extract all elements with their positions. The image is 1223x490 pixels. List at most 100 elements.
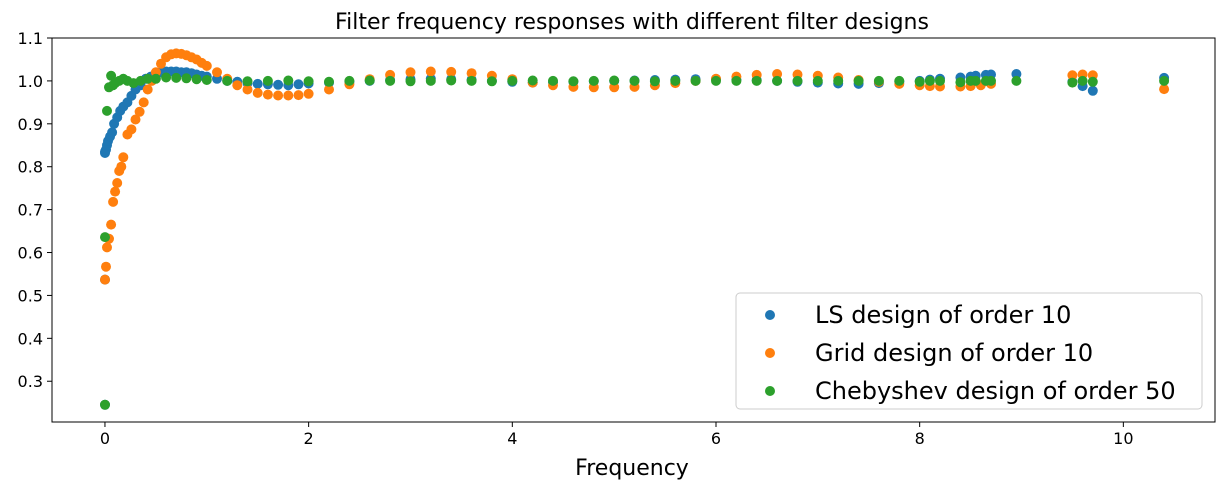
data-point <box>293 79 304 90</box>
data-point <box>161 72 172 83</box>
data-point <box>1011 75 1022 86</box>
data-point <box>181 73 192 84</box>
data-point <box>252 78 263 89</box>
data-point <box>588 75 599 86</box>
data-point <box>262 75 273 86</box>
y-axis: 0.3 0.4 0.5 0.6 0.7 0.8 0.9 1.0 1.1 <box>18 29 52 391</box>
data-point <box>1159 75 1170 86</box>
data-point <box>102 242 112 253</box>
chart-title: Filter frequency responses with differen… <box>335 10 929 35</box>
data-point <box>324 84 334 95</box>
data-point <box>201 60 212 71</box>
data-point <box>1067 70 1078 81</box>
data-point <box>568 76 579 87</box>
data-point <box>548 75 558 86</box>
legend-label: LS design of order 10 <box>815 301 1071 329</box>
data-point <box>466 75 477 86</box>
data-point <box>466 68 477 79</box>
legend: LS design of order 10 Grid design of orde… <box>735 292 1203 410</box>
data-point <box>385 75 396 86</box>
data-point <box>273 90 284 101</box>
data-point <box>101 261 111 272</box>
data-point <box>303 76 314 87</box>
x-axis-label: Frequency <box>575 456 689 481</box>
data-point <box>1011 69 1022 79</box>
data-point <box>486 76 497 87</box>
data-point <box>293 90 304 101</box>
axes-frame <box>51 37 1216 423</box>
data-point <box>1067 77 1078 88</box>
x-axis: 0 2 4 6 8 10 <box>100 422 1134 448</box>
data-point <box>1159 84 1170 95</box>
legend-marker <box>765 310 775 320</box>
data-point <box>106 70 117 81</box>
data-point <box>649 76 660 87</box>
data-point <box>222 75 233 86</box>
legend-marker <box>765 386 775 396</box>
plot-area <box>100 48 1170 410</box>
data-point <box>303 88 314 99</box>
y-tick-label: 0.6 <box>18 244 43 263</box>
data-point <box>914 76 925 87</box>
data-point <box>970 75 981 86</box>
data-point <box>102 105 112 116</box>
data-point <box>273 79 284 90</box>
data-point <box>711 75 721 86</box>
data-point <box>126 124 137 135</box>
data-point <box>191 74 202 85</box>
data-point <box>873 75 884 86</box>
data-point <box>924 75 935 86</box>
x-tick-label: 4 <box>507 429 517 448</box>
data-point <box>171 72 182 83</box>
data-point <box>242 84 253 95</box>
y-tick-label: 0.7 <box>18 201 43 220</box>
data-point <box>405 76 416 87</box>
data-point <box>112 178 123 188</box>
y-tick-label: 0.5 <box>18 286 43 305</box>
data-point <box>201 75 212 85</box>
data-point <box>507 75 518 86</box>
data-point <box>232 80 243 91</box>
data-point <box>405 67 416 78</box>
data-point <box>283 75 294 86</box>
data-point <box>853 75 864 86</box>
data-point <box>1087 85 1098 96</box>
data-point <box>670 75 681 86</box>
data-point <box>446 66 457 77</box>
series-3 <box>100 70 1170 410</box>
y-tick-label: 0.9 <box>18 115 43 134</box>
data-point <box>446 75 457 86</box>
data-point <box>324 76 334 87</box>
x-tick-label: 8 <box>915 429 925 448</box>
data-point <box>150 73 161 84</box>
data-point <box>751 75 762 86</box>
y-tick-label: 0.4 <box>18 329 43 348</box>
data-point <box>833 75 844 86</box>
data-point <box>107 127 118 138</box>
y-tick-label: 0.3 <box>18 372 43 391</box>
data-point <box>690 75 701 86</box>
data-point <box>955 77 966 88</box>
data-point <box>731 75 742 86</box>
data-point <box>283 90 294 101</box>
x-tick-label: 0 <box>100 429 110 448</box>
legend-label: Grid design of order 10 <box>815 339 1093 367</box>
data-point <box>812 75 823 86</box>
data-point <box>935 75 945 86</box>
data-point <box>142 73 153 84</box>
data-point <box>344 75 355 86</box>
data-point <box>772 75 783 86</box>
data-point <box>212 67 222 78</box>
x-tick-label: 6 <box>711 429 721 448</box>
y-tick-label: 1.0 <box>18 72 43 91</box>
data-point <box>100 399 110 410</box>
y-tick-label: 1.1 <box>18 29 43 48</box>
data-point <box>118 152 129 163</box>
data-point <box>142 84 153 95</box>
data-point <box>100 232 110 243</box>
x-tick-label: 2 <box>304 429 314 448</box>
data-point <box>100 274 110 285</box>
legend-marker <box>765 348 775 358</box>
data-point <box>242 76 253 87</box>
